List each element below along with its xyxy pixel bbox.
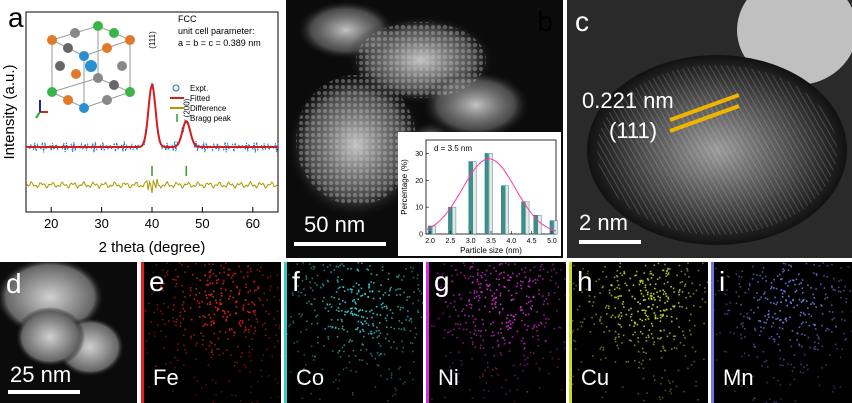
xrd-x-label: 2 theta (degree) [99,239,206,256]
element-map-fe [141,262,281,403]
panel-label-i: i [719,266,726,297]
xrd-legend: Expt. Fitted Difference Bragg peak [170,84,232,123]
panel-label-f: f [292,266,300,297]
lattice-fringe-line-2 [669,104,740,133]
panel-i-map-mn: i Mn [711,262,852,403]
panel-label-c: c [575,6,589,37]
hist-x-tick-label: 3.0 [466,238,476,245]
unit-cell-diagram [35,21,135,119]
element-map-ni [426,262,566,403]
histogram-bar [431,225,436,235]
panel-label-b: b [537,6,553,37]
panel-label-g: g [434,266,450,297]
histogram-bar [500,185,505,235]
histogram-bar [553,220,558,235]
histogram-fit-curve [425,158,557,232]
xrd-x-tick-label: 30 [94,216,108,231]
legend-difference: Difference [190,104,227,113]
histogram-bar [505,185,509,235]
panel-c: c 0.221 nm (111) 2 nm [567,0,852,258]
xrd-x-tick-label: 50 [195,216,209,231]
histogram-bar [533,214,538,235]
xrd-x-tick-label: 60 [246,216,260,231]
peak-label: (200) [182,98,191,117]
scale-bar-b [294,242,386,246]
panel-label-d: d [6,268,22,299]
element-label-cu: Cu [581,365,610,390]
legend-expt: Expt. [190,84,208,93]
element-map-cu [569,262,708,403]
xrd-diff-series [25,178,279,193]
scale-bar-label-b: 50 nm [304,212,366,237]
xrd-y-label: Intensity (a.u.) [1,64,18,159]
map-color-bar [426,262,429,403]
histogram-bar [452,206,457,235]
histogram-bar [537,214,542,235]
crystal-info-text: FCC unit cell parameter: a = b = c = 0.3… [178,14,261,48]
map-color-bar [141,262,144,403]
scale-bar-label-c: 2 nm [579,210,628,235]
element-label-ni: Ni [438,365,459,390]
hist-x-tick-label: 5.0 [547,238,557,245]
hist-x-tick-label: 2.5 [446,238,456,245]
xrd-chart: 20 30 40 50 60 [1,11,279,256]
histogram-bar [488,153,493,235]
panel-f-map-co: f Co [284,262,423,403]
histogram-x-label: Particle size (nm) [460,246,522,255]
histogram-inset: 2.0 2.5 3.0 3.5 4.0 4.5 5.0 0 10 20 30 d = 3.5 nm … [398,132,561,256]
histogram-bar [525,201,530,235]
legend-bragg: Bragg peak [190,114,232,123]
panel-g-map-ni: g Ni [426,262,566,403]
plane-label: (111) [609,118,658,143]
histogram-bar [521,201,526,235]
svg-text:FCC: FCC [178,14,197,24]
element-map-co [284,262,423,403]
element-label-fe: Fe [153,365,179,390]
histogram-bar [468,161,473,235]
hist-x-tick-label: 3.5 [486,238,496,245]
element-label-mn: Mn [723,365,754,390]
hist-x-tick-label: 4.5 [527,238,537,245]
histogram-y-label: Percentage (%) [400,159,409,215]
panel-d: d 25 nm [0,262,137,403]
panel-label-a: a [8,2,24,33]
histogram-bar [472,161,477,235]
hist-y-tick-label: 10 [415,205,423,212]
haadf-image-d [0,262,125,377]
histogram-bar [448,206,453,235]
map-color-bar [284,262,287,403]
panel-b: b 50 nm 2.0 2.5 3.0 3.5 4.0 4.5 5.0 0 10 20 30 d =… [286,0,563,258]
hist-y-tick-label: 30 [415,151,423,158]
scale-bar-c [579,240,641,244]
xrd-x-tick-label: 40 [145,216,159,231]
hist-x-tick-label: 4.0 [506,238,516,245]
hist-y-tick-label: 20 [415,178,423,185]
panel-h-map-cu: h Cu [569,262,708,403]
scale-bar-d [8,390,80,394]
panel-label-h: h [577,266,593,297]
panel-label-e: e [149,266,165,297]
hist-y-tick-label: 0 [419,232,423,239]
histogram-bar [484,153,489,235]
histogram-title: d = 3.5 nm [434,144,472,153]
hist-x-tick-label: 2.0 [425,238,435,245]
map-color-bar [569,262,572,403]
element-label-co: Co [296,365,325,390]
map-color-bar [711,262,714,403]
hrtem-image-c [567,0,852,258]
xrd-x-tick-label: 20 [44,216,58,231]
legend-fitted: Fitted [190,94,210,103]
lattice-fringe-line-1 [669,93,740,122]
element-map-mn [711,262,852,403]
xrd-fit-series [26,81,278,148]
svg-text:unit cell parameter:: unit cell parameter: [178,26,255,36]
d-spacing-label: 0.221 nm [582,88,674,113]
peak-label: (111) [148,31,157,49]
panel-e-map-fe: e Fe [141,262,281,403]
scale-bar-label-d: 25 nm [10,362,72,387]
svg-text:a = b = c = 0.389 nm: a = b = c = 0.389 nm [178,38,261,48]
panel-a: 20 30 40 50 60 [0,0,283,258]
